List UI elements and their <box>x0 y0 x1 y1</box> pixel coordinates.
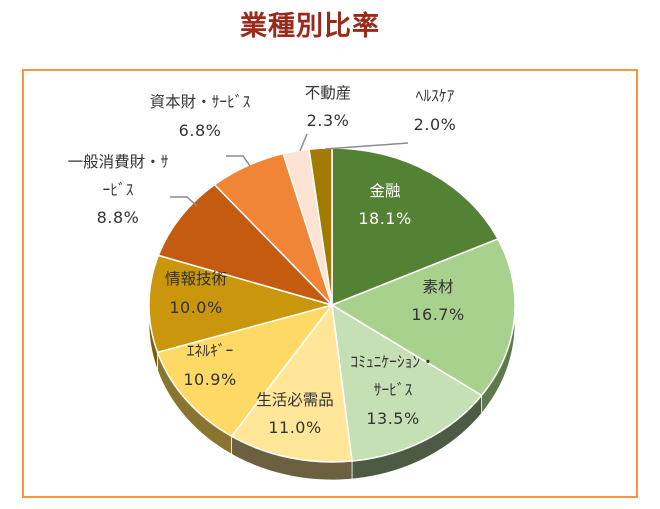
slice-value-label: 6.8% <box>179 121 222 140</box>
pie-slice-6[interactable] <box>157 183 335 307</box>
slice-value-label: 2.3% <box>307 111 350 130</box>
slice-value-label: 10.0% <box>169 298 222 317</box>
slice-value-label: 11.0% <box>268 418 321 437</box>
slice-category-label: 素材 <box>422 278 453 296</box>
leader-line <box>324 142 409 150</box>
slice-category-label: 一般消費財・ｻ <box>68 153 169 171</box>
slice-category-label: 資本財・ｻｰﾋﾞｽ <box>150 93 251 111</box>
slice-value-label: 13.5% <box>366 409 419 428</box>
slice-category-label: 不動産 <box>305 84 352 102</box>
pie-slice-3[interactable] <box>230 303 353 463</box>
slice-value-label: 16.7% <box>411 305 464 324</box>
slice-category-label: 金融 <box>369 182 400 200</box>
data-labels: 金融 18.1% 素材 16.7% ｺﾐｭﾆｹｰｼｮﾝ・ ｻｰﾋﾞｽ 13.5% 生活必需品 1… <box>68 84 465 437</box>
slice-category-label: 生活必需品 <box>256 391 334 409</box>
slice-category-label: ﾍﾙｽｹｱ <box>416 87 455 105</box>
leader-line <box>226 155 251 167</box>
slice-category-label: ｻｰﾋﾞｽ <box>374 381 413 399</box>
slice-category-label: ｰﾋﾞｽ <box>102 181 133 199</box>
slice-value-label: 10.9% <box>183 370 236 389</box>
chart-title: 業種別比率 <box>240 11 380 42</box>
pie-slice-5[interactable] <box>148 254 335 354</box>
slice-category-label: ｺﾐｭﾆｹｰｼｮﾝ・ <box>350 353 435 371</box>
leader-line <box>170 196 198 207</box>
slice-value-label: 8.8% <box>97 208 140 227</box>
chart-frame <box>22 69 638 498</box>
leader-line <box>299 133 308 152</box>
pie-slice-1[interactable] <box>330 237 516 397</box>
slice-category-label: 情報技術 <box>165 270 227 288</box>
slice-value-label: 18.1% <box>358 209 411 228</box>
pie-slice-0[interactable] <box>331 147 500 307</box>
leader-lines <box>170 133 409 207</box>
slice-category-label: ｴﾈﾙｷﾞｰ <box>187 342 234 360</box>
slice-value-label: 2.0% <box>414 115 457 134</box>
pie-slice-2[interactable] <box>331 303 483 462</box>
pie-slices <box>148 147 516 463</box>
pie-slice-4[interactable] <box>156 303 334 438</box>
